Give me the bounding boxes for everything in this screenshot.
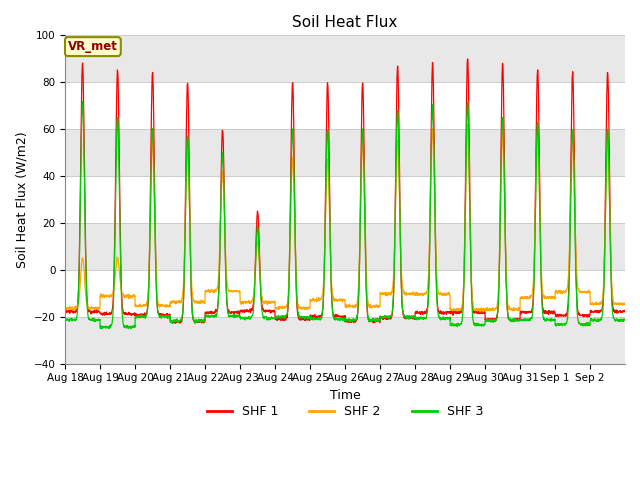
SHF 2 (464, 122, 472, 128)
SHF 3 (546, 317, 554, 323)
SHF 2 (514, 306, 522, 312)
SHF 2 (614, 301, 621, 307)
SHF 3 (118, 290, 125, 296)
SHF 2 (546, 295, 554, 300)
X-axis label: Time: Time (330, 389, 360, 402)
SHF 2 (476, 309, 484, 315)
SHF 1 (379, 315, 387, 321)
SHF 1 (61, 310, 69, 315)
Bar (65, 223, 625, 270)
SHF 3 (239, 316, 246, 322)
SHF 1 (621, 309, 629, 314)
Text: VR_met: VR_met (68, 40, 118, 53)
Line: SHF 1: SHF 1 (65, 59, 625, 323)
Line: SHF 2: SHF 2 (65, 125, 625, 312)
Line: SHF 3: SHF 3 (65, 102, 625, 329)
SHF 3 (61, 318, 69, 324)
Title: Soil Heat Flux: Soil Heat Flux (292, 15, 398, 30)
SHF 3 (79, 99, 86, 105)
Legend: SHF 1, SHF 2, SHF 3: SHF 1, SHF 2, SHF 3 (202, 400, 488, 423)
Bar (65, 36, 625, 82)
SHF 3 (380, 315, 387, 321)
SHF 1 (614, 309, 621, 315)
SHF 3 (514, 318, 522, 324)
SHF 1 (464, 56, 472, 62)
SHF 1 (238, 307, 246, 313)
SHF 3 (125, 326, 132, 332)
SHF 3 (621, 317, 629, 323)
SHF 2 (621, 301, 629, 307)
SHF 3 (614, 317, 621, 323)
Y-axis label: Soil Heat Flux (W/m2): Soil Heat Flux (W/m2) (15, 131, 28, 268)
SHF 2 (238, 300, 246, 305)
SHF 2 (61, 307, 69, 313)
SHF 1 (546, 310, 554, 315)
Bar (65, 129, 625, 176)
Bar (65, 317, 625, 364)
SHF 1 (514, 318, 522, 324)
SHF 1 (169, 320, 177, 326)
SHF 2 (379, 290, 387, 296)
SHF 2 (117, 286, 125, 291)
SHF 1 (117, 273, 125, 278)
